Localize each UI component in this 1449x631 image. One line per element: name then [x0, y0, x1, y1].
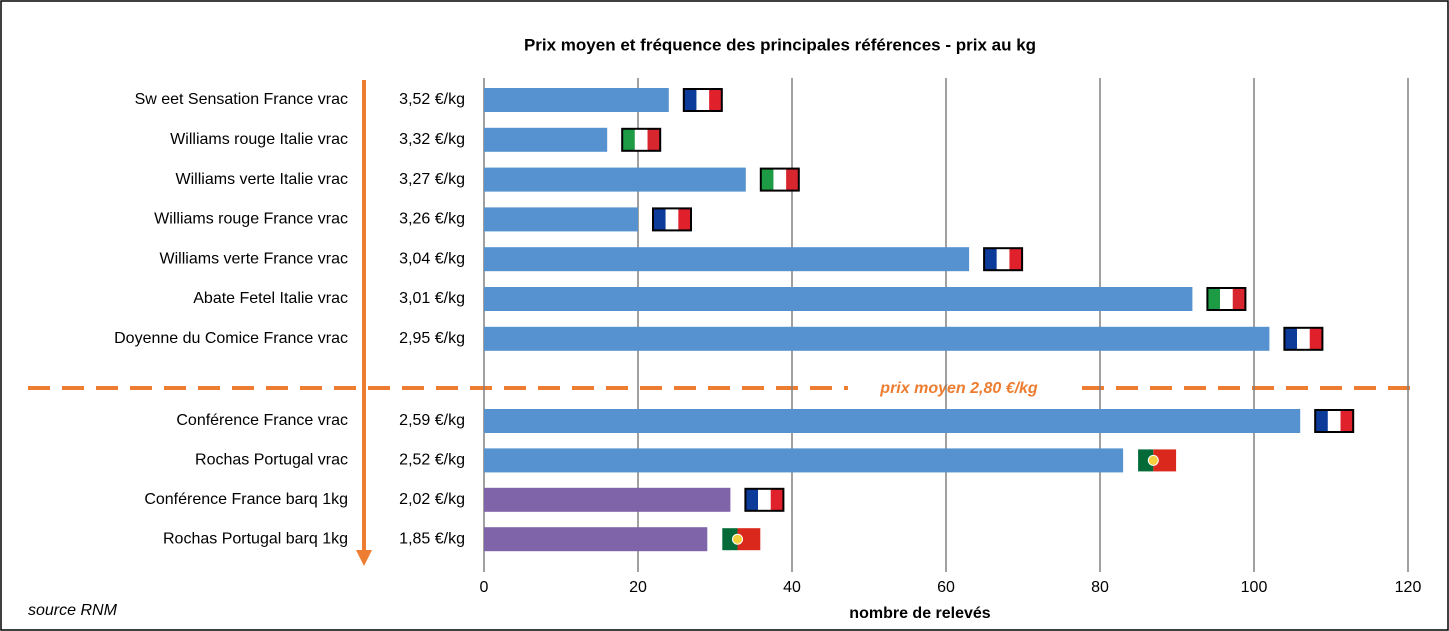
flag-part [737, 528, 761, 551]
flag-border [1283, 326, 1324, 351]
flag-part [683, 89, 697, 111]
flag-part [1138, 449, 1154, 472]
flag-border [1314, 409, 1355, 433]
flag-part [732, 533, 743, 545]
flag-part [1153, 449, 1177, 472]
flag-part [722, 528, 738, 551]
flag-part [1284, 327, 1298, 350]
bar [484, 207, 638, 232]
category-label: Rochas Portugal vrac [195, 452, 348, 469]
note-bg [848, 376, 1070, 400]
flag-part [622, 128, 635, 151]
flag-part [653, 208, 666, 231]
flag-border [1206, 287, 1247, 311]
bar [484, 487, 731, 512]
flag-part [1232, 288, 1246, 310]
price-label: 2,02 €/kg [399, 491, 465, 508]
price-label: 3,04 €/kg [399, 250, 465, 267]
x-tick-label: 120 [1395, 579, 1422, 596]
flag-border [983, 247, 1024, 272]
flag-part [984, 248, 997, 271]
flag-part [665, 208, 679, 231]
bar [484, 448, 1124, 473]
x-tick-label: 40 [783, 579, 801, 596]
bar [484, 167, 746, 192]
category-label: Williams rouge Italie vrac [170, 131, 348, 148]
flag-part [1220, 288, 1233, 310]
x-tick-label: 0 [480, 579, 489, 596]
price-label: 3,26 €/kg [399, 211, 465, 228]
category-label: Rochas Portugal barq 1kg [163, 530, 348, 547]
price-label: 3,32 €/kg [399, 131, 465, 148]
bar [484, 127, 608, 152]
chart-title: Prix moyen et fréquence des principales … [524, 35, 1036, 54]
source: source RNM [28, 602, 118, 619]
category-label: Williams verte Italie vrac [176, 171, 348, 188]
flag-part [709, 89, 722, 111]
price-label: 3,27 €/kg [399, 171, 465, 188]
x-tick-label: 100 [1241, 579, 1268, 596]
bar [484, 247, 970, 272]
flag-border [652, 207, 692, 232]
flag-part [1340, 410, 1354, 432]
flag-part [773, 168, 787, 191]
flag-border [744, 487, 785, 512]
flag-part [1207, 288, 1221, 310]
price-label: 3,52 €/kg [399, 91, 465, 108]
price-label: 2,95 €/kg [399, 330, 465, 347]
flag-part [760, 168, 774, 191]
flag-part [678, 208, 691, 231]
category-label: Williams verte France vrac [160, 250, 348, 267]
flag-part [786, 168, 799, 191]
flag-part [1009, 248, 1023, 271]
flag-border [682, 88, 723, 112]
flag-part [696, 89, 710, 111]
flag-part [758, 488, 771, 511]
bar [484, 287, 1193, 311]
category-label: Sw eet Sensation France vrac [135, 91, 348, 108]
bar [484, 326, 1270, 351]
x-tick-label: 80 [1091, 579, 1109, 596]
category-label: Williams rouge France vrac [154, 211, 348, 228]
category-label: Conférence France barq 1kg [144, 491, 348, 508]
flag-part [745, 488, 759, 511]
flag-part [647, 128, 661, 151]
price-label: 2,59 €/kg [399, 412, 465, 429]
x-tick-label: 60 [937, 579, 955, 596]
average-note: prix moyen 2,80 €/kg [879, 380, 1038, 397]
flag-part [634, 128, 648, 151]
flag-border [759, 167, 800, 192]
price-label: 1,85 €/kg [399, 530, 465, 547]
flag-part [1147, 454, 1159, 466]
bar [484, 527, 708, 552]
arrow-head [356, 550, 372, 566]
category-label: Conférence France vrac [176, 412, 348, 429]
x-axis-label: nombre de relevés [849, 605, 991, 622]
category-label: Abate Fetel Italie vrac [193, 290, 348, 307]
flag-part [996, 248, 1010, 271]
price-label: 2,52 €/kg [399, 452, 465, 469]
flag-part [1309, 327, 1323, 350]
category-label: Doyenne du Comice France vrac [114, 330, 348, 347]
flag-part [1297, 327, 1310, 350]
x-tick-label: 20 [629, 579, 647, 596]
bar [484, 88, 669, 112]
flag-part [770, 488, 784, 511]
bar [484, 409, 1301, 433]
price-label: 3,01 €/kg [399, 290, 465, 307]
flag-border [621, 127, 662, 152]
flag-part [1315, 410, 1328, 432]
flag-part [1327, 410, 1341, 432]
